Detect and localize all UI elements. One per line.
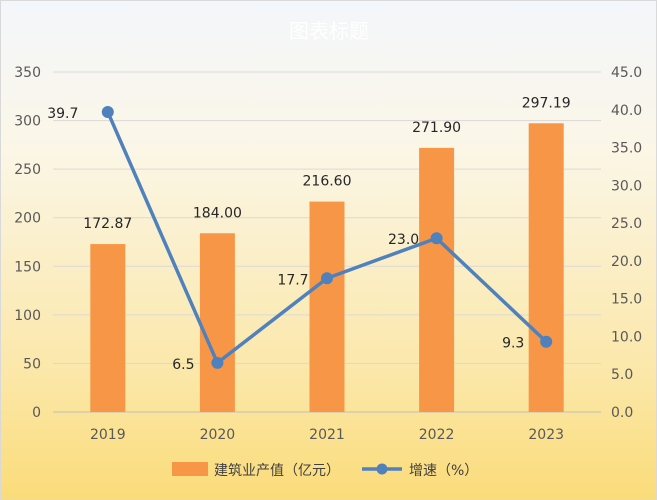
legend-bar-swatch <box>172 462 208 476</box>
legend-line-label: 增速（%） <box>409 463 478 479</box>
growth-value-label: 6.5 <box>172 357 194 373</box>
right-axis: 0.0 5.0 10.0 15.0 20.0 25.0 30.0 35.0 40.0 45.0 <box>611 65 642 421</box>
bar-2019 <box>90 244 126 412</box>
growth-point-2023 <box>540 335 553 348</box>
bar-value-label: 184.00 <box>193 205 242 221</box>
right-tick-label: 20.0 <box>611 254 642 270</box>
left-tick-label: 0 <box>32 405 41 421</box>
right-tick-label: 15.0 <box>611 292 642 308</box>
x-tick-label: 2020 <box>200 427 236 443</box>
x-tick-label: 2021 <box>309 427 345 443</box>
left-tick-label: 300 <box>14 114 41 130</box>
growth-point-2020 <box>211 356 224 369</box>
left-tick-label: 350 <box>14 65 41 81</box>
right-tick-label: 25.0 <box>611 216 642 232</box>
bar-2020 <box>199 233 235 412</box>
bar-value-label: 271.90 <box>412 120 461 136</box>
growth-point-2022 <box>430 232 443 245</box>
bar-series: 172.87 184.00 216.60 271.90 297.19 <box>83 95 571 412</box>
growth-value-label: 23.0 <box>388 232 419 248</box>
right-tick-label: 30.0 <box>611 178 642 194</box>
right-tick-label: 45.0 <box>611 65 642 81</box>
right-tick-label: 5.0 <box>611 367 633 383</box>
left-tick-label: 50 <box>23 356 41 372</box>
x-axis: 2019 2020 2021 2022 2023 <box>90 427 564 443</box>
bar-value-label: 297.19 <box>522 95 571 111</box>
x-tick-label: 2023 <box>528 427 564 443</box>
growth-point-2019 <box>101 106 114 119</box>
right-tick-label: 0.0 <box>611 405 633 421</box>
left-tick-label: 100 <box>14 308 41 324</box>
x-tick-label: 2022 <box>419 427 455 443</box>
bar-value-label: 216.60 <box>303 174 352 190</box>
bar-2022 <box>419 147 455 412</box>
line-series: 39.7 6.5 17.7 23.0 9.3 <box>47 106 553 373</box>
left-tick-label: 150 <box>14 259 41 275</box>
bar-value-label: 172.87 <box>83 216 132 232</box>
chart-title: 图表标题 <box>289 19 369 43</box>
left-tick-label: 250 <box>14 162 41 178</box>
growth-value-label: 9.3 <box>502 336 524 352</box>
legend-line-marker <box>376 463 388 475</box>
legend-bar-label: 建筑业产值（亿元） <box>214 463 340 479</box>
right-tick-label: 35.0 <box>611 141 642 157</box>
bar-2021 <box>309 201 345 412</box>
right-tick-label: 10.0 <box>611 329 642 345</box>
growth-value-label: 17.7 <box>277 272 308 288</box>
x-tick-label: 2019 <box>90 427 126 443</box>
legend: 建筑业产值（亿元） 增速（%） <box>172 462 478 479</box>
left-axis: 0 50 100 150 200 250 300 350 <box>14 65 41 421</box>
growth-value-label: 39.7 <box>47 106 78 122</box>
left-tick-label: 200 <box>14 211 41 227</box>
bar-2023 <box>528 123 564 412</box>
right-tick-label: 40.0 <box>611 103 642 119</box>
growth-point-2021 <box>321 272 333 285</box>
